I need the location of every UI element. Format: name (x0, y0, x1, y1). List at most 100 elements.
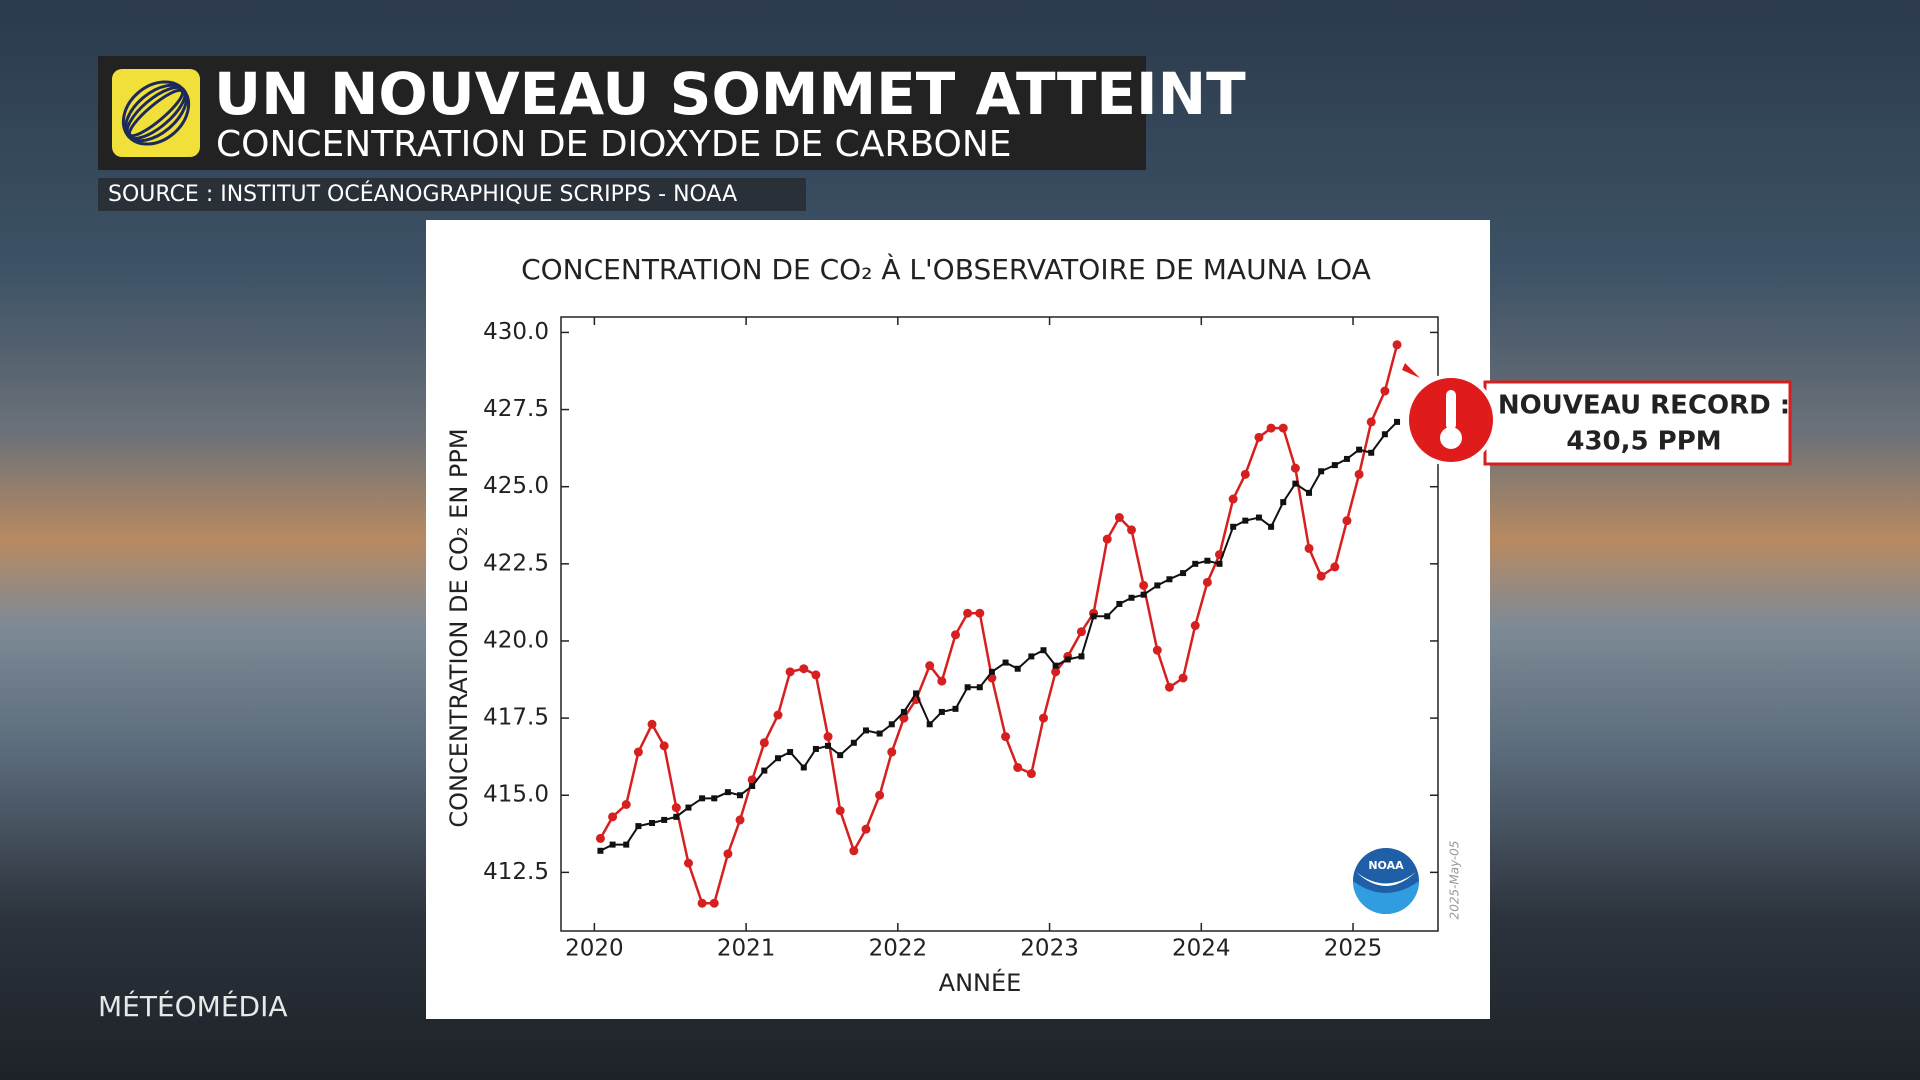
point (633, 747, 643, 757)
callout-box (1483, 380, 1792, 466)
point (1166, 576, 1173, 583)
point (887, 747, 897, 757)
point (709, 898, 719, 908)
point (1190, 621, 1200, 631)
point (1354, 469, 1364, 479)
point (647, 719, 657, 729)
point (597, 847, 604, 854)
point (773, 710, 783, 720)
point (1392, 340, 1402, 350)
point (964, 684, 971, 691)
header-subtitle: CONCENTRATION DE DIOXYDE DE CARBONE (216, 124, 1012, 165)
y-tick-label: 427.5 (483, 396, 549, 422)
point (649, 820, 656, 827)
callout-line1: NOUVEAU RECORD : (1498, 391, 1790, 421)
point (1356, 446, 1363, 453)
point (1192, 560, 1199, 567)
point (899, 713, 909, 723)
noaa-bird (1356, 872, 1416, 886)
point (1290, 463, 1300, 473)
point (1381, 431, 1388, 438)
point (1268, 523, 1275, 530)
x-tick-label: 2021 (717, 936, 776, 962)
point (937, 676, 947, 686)
point (950, 630, 960, 640)
point (1164, 682, 1174, 692)
point (849, 846, 859, 856)
point (724, 789, 731, 796)
point (1116, 600, 1123, 607)
callout-line2: 430,5 PPM (1566, 427, 1721, 457)
point (1342, 516, 1352, 526)
date-stamp: 2025-May-05 (1448, 841, 1462, 920)
callout-pointer (1402, 363, 1420, 378)
point (1078, 653, 1085, 660)
point (1240, 469, 1250, 479)
point (711, 795, 718, 802)
thermometer-bulb (1440, 427, 1462, 449)
point (888, 721, 895, 728)
point (737, 792, 744, 799)
plot-frame (560, 316, 1439, 932)
point (1204, 557, 1211, 564)
y-tick-label: 422.5 (483, 550, 549, 576)
point (913, 690, 920, 697)
point (938, 708, 945, 715)
noaa-logo: NOAA (1353, 848, 1419, 914)
point (1318, 468, 1325, 475)
point (812, 745, 819, 752)
point (1368, 449, 1375, 456)
point (837, 752, 844, 759)
point (1002, 659, 1009, 666)
point (1128, 594, 1135, 601)
point (1052, 662, 1059, 669)
point (975, 608, 985, 618)
point (862, 727, 869, 734)
point (1266, 423, 1276, 433)
point (823, 732, 833, 742)
y-axis-label: CONCENTRATION DE CO₂ EN PPM (445, 428, 473, 827)
point (1014, 665, 1021, 672)
logo-icon (121, 80, 191, 146)
point (1304, 543, 1314, 553)
point (1242, 517, 1249, 524)
x-tick-label: 2020 (565, 936, 624, 962)
point (1394, 418, 1401, 425)
point (1114, 513, 1124, 523)
point (685, 804, 692, 811)
point (1230, 523, 1237, 530)
point (659, 741, 669, 751)
point (1216, 560, 1223, 567)
point (1154, 582, 1161, 589)
point (1013, 762, 1023, 772)
point (1280, 499, 1287, 506)
point (749, 782, 756, 789)
point (735, 815, 745, 825)
point (723, 849, 733, 859)
point (1316, 571, 1326, 581)
point (1104, 613, 1111, 620)
point (952, 705, 959, 712)
y-tick-label: 415.0 (483, 782, 549, 808)
point (963, 608, 973, 618)
point (621, 799, 631, 809)
point (1278, 423, 1288, 433)
point (1040, 647, 1047, 654)
point (1001, 732, 1011, 742)
point (1102, 534, 1112, 544)
x-tick-label: 2023 (1020, 936, 1079, 962)
point (785, 667, 795, 677)
point (900, 708, 907, 715)
point (1028, 653, 1035, 660)
header-title: UN NOUVEAU SOMMET ATTEINT (214, 60, 1246, 128)
point (1090, 613, 1097, 620)
point (835, 806, 845, 816)
point (1152, 645, 1162, 655)
point (1180, 570, 1187, 577)
series-line (599, 344, 1399, 905)
point (623, 841, 630, 848)
series-line (599, 421, 1398, 852)
y-tick-label: 417.5 (483, 705, 549, 731)
